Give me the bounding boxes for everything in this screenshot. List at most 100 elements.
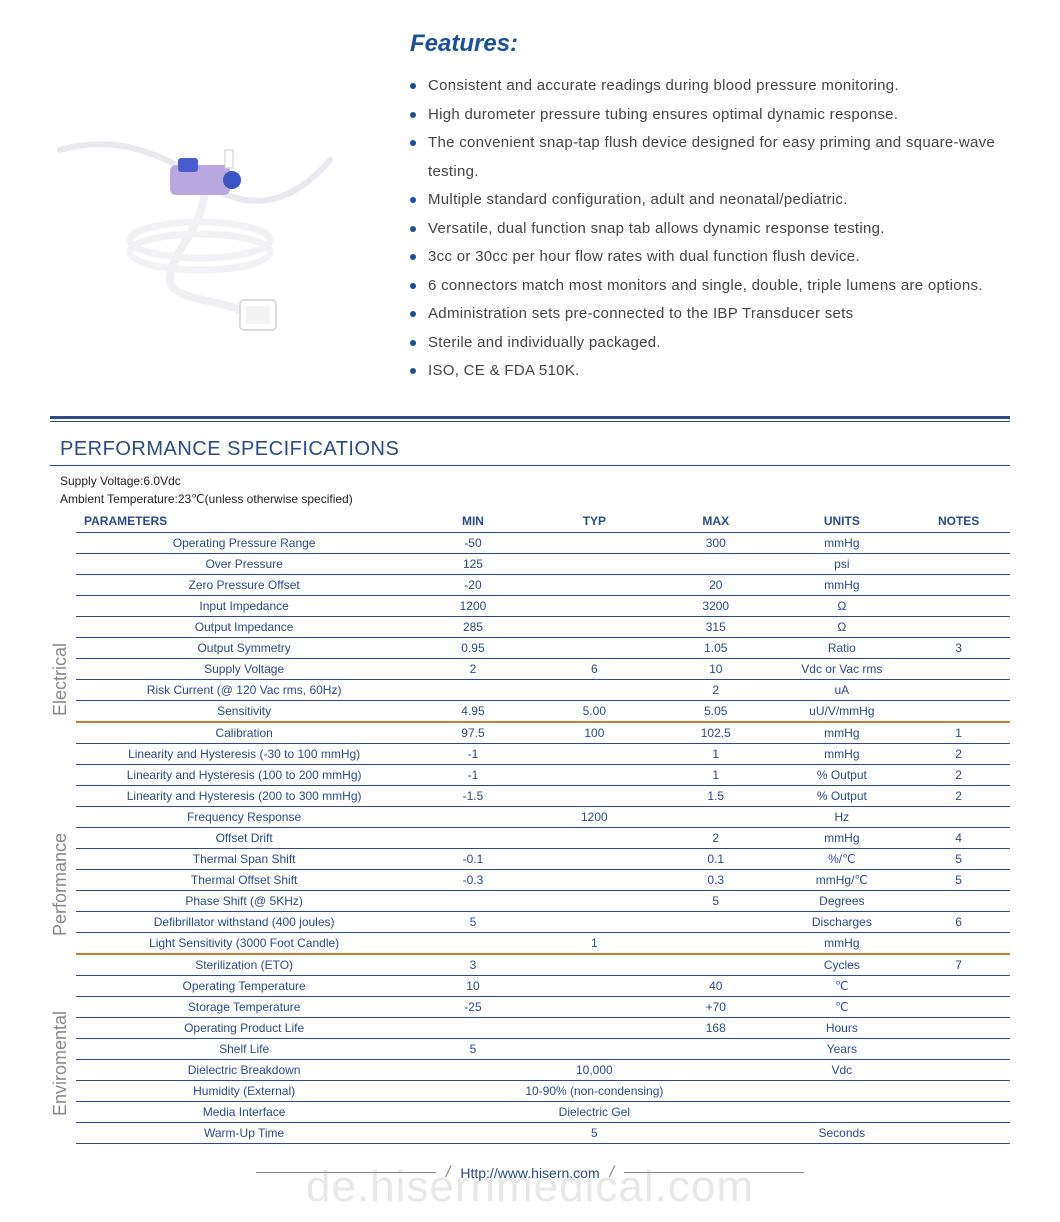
spec-notes: [907, 1101, 1010, 1122]
spec-row: Media InterfaceDielectric Gel: [76, 1101, 1010, 1122]
spec-param: Zero Pressure Offset: [76, 574, 412, 595]
spec-min: [412, 1059, 533, 1080]
spec-min: [412, 890, 533, 911]
spec-units: Hours: [776, 1017, 907, 1038]
spec-min: [412, 679, 533, 700]
spec-units: %/℃: [776, 848, 907, 869]
spec-typ: 1200: [534, 806, 655, 827]
spec-max: 2: [655, 679, 776, 700]
side-labels: ElectricalPerformanceEnviromental: [50, 510, 76, 1144]
spec-row: Linearity and Hysteresis (200 to 300 mmH…: [76, 785, 1010, 806]
spec-min: -25: [412, 996, 533, 1017]
spec-min: [412, 1017, 533, 1038]
feature-item: Sterile and individually packaged.: [410, 329, 1010, 358]
spec-typ: [534, 869, 655, 890]
spec-max: [655, 911, 776, 932]
spec-typ: [534, 637, 655, 658]
spec-row: Warm-Up Time5Seconds: [76, 1122, 1010, 1143]
spec-units: Discharges: [776, 911, 907, 932]
spec-row: Sterilization (ETO)3Cycles7: [76, 954, 1010, 976]
spec-units: mmHg/℃: [776, 869, 907, 890]
footer-url: Http://www.hisern.com: [460, 1165, 599, 1181]
spec-units: % Output: [776, 785, 907, 806]
spec-min: [412, 806, 533, 827]
spec-row: Over Pressure125psi: [76, 553, 1010, 574]
spec-units: Seconds: [776, 1122, 907, 1143]
spec-row: Storage Temperature-25+70℃: [76, 996, 1010, 1017]
spec-max: 0.3: [655, 869, 776, 890]
spec-units: % Output: [776, 764, 907, 785]
spec-row: Supply Voltage2610Vdc or Vac rms: [76, 658, 1010, 679]
spec-notes: [907, 1038, 1010, 1059]
product-image: [50, 30, 370, 350]
spec-max: 0.1: [655, 848, 776, 869]
spec-max: [655, 806, 776, 827]
spec-typ: [534, 848, 655, 869]
spec-max: [655, 553, 776, 574]
spec-min: 5: [412, 911, 533, 932]
spec-param: Output Impedance: [76, 616, 412, 637]
spec-param: Thermal Offset Shift: [76, 869, 412, 890]
spec-param: Offset Drift: [76, 827, 412, 848]
group-label: Enviromental: [50, 1010, 71, 1115]
spec-notes: [907, 1080, 1010, 1101]
spec-param: Supply Voltage: [76, 658, 412, 679]
spec-typ: 10,000: [534, 1059, 655, 1080]
spec-units: psi: [776, 553, 907, 574]
spec-column-header: MAX: [655, 510, 776, 533]
spec-value: Dielectric Gel: [412, 1101, 776, 1122]
spec-typ: [534, 1038, 655, 1059]
spec-min: [412, 1122, 533, 1143]
spec-typ: [534, 890, 655, 911]
spec-typ: 6: [534, 658, 655, 679]
spec-param: Shelf Life: [76, 1038, 412, 1059]
feature-item: ISO, CE & FDA 510K.: [410, 357, 1010, 386]
spec-max: [655, 932, 776, 954]
spec-max: [655, 1038, 776, 1059]
spec-typ: [534, 764, 655, 785]
spec-column-header: PARAMETERS: [76, 510, 412, 533]
spec-min: 5: [412, 1038, 533, 1059]
spec-min: 4.95: [412, 700, 533, 722]
spec-param: Humidity (External): [76, 1080, 412, 1101]
spec-row: Phase Shift (@ 5KHz)5Degrees: [76, 890, 1010, 911]
spec-min: 97.5: [412, 722, 533, 744]
spec-notes: 2: [907, 764, 1010, 785]
feature-item: Multiple standard configuration, adult a…: [410, 186, 1010, 215]
spec-max: 5.05: [655, 700, 776, 722]
spec-notes: [907, 890, 1010, 911]
spec-param: Defibrillator withstand (400 joules): [76, 911, 412, 932]
spec-min: -50: [412, 532, 533, 553]
spec-notes: [907, 975, 1010, 996]
feature-item: The convenient snap-tap flush device des…: [410, 129, 1010, 186]
spec-min: 3: [412, 954, 533, 976]
spec-units: ℃: [776, 975, 907, 996]
spec-notes: [907, 532, 1010, 553]
spec-units: Ratio: [776, 637, 907, 658]
spec-notes: 2: [907, 785, 1010, 806]
feature-item: 6 connectors match most monitors and sin…: [410, 272, 1010, 301]
spec-notes: [907, 658, 1010, 679]
spec-typ: [534, 911, 655, 932]
features-list: Consistent and accurate readings during …: [410, 72, 1010, 386]
spec-param: Storage Temperature: [76, 996, 412, 1017]
spec-units: mmHg: [776, 574, 907, 595]
spec-param: Output Symmetry: [76, 637, 412, 658]
spec-max: 5: [655, 890, 776, 911]
spec-typ: [534, 553, 655, 574]
spec-param: Operating Product Life: [76, 1017, 412, 1038]
footer: / Http://www.hisern.com /: [50, 1164, 1010, 1182]
spec-min: 285: [412, 616, 533, 637]
spec-max: 2: [655, 827, 776, 848]
spec-title: PERFORMANCE SPECIFICATIONS: [50, 438, 1010, 466]
spec-param: Input Impedance: [76, 595, 412, 616]
spec-row: Shelf Life5Years: [76, 1038, 1010, 1059]
spec-param: Operating Temperature: [76, 975, 412, 996]
spec-units: mmHg: [776, 932, 907, 954]
spec-typ: [534, 595, 655, 616]
spec-row: Risk Current (@ 120 Vac rms, 60Hz)2uA: [76, 679, 1010, 700]
spec-row: Linearity and Hysteresis (100 to 200 mmH…: [76, 764, 1010, 785]
features-section: Features: Consistent and accurate readin…: [410, 30, 1010, 386]
spec-typ: [534, 1017, 655, 1038]
spec-max: 10: [655, 658, 776, 679]
